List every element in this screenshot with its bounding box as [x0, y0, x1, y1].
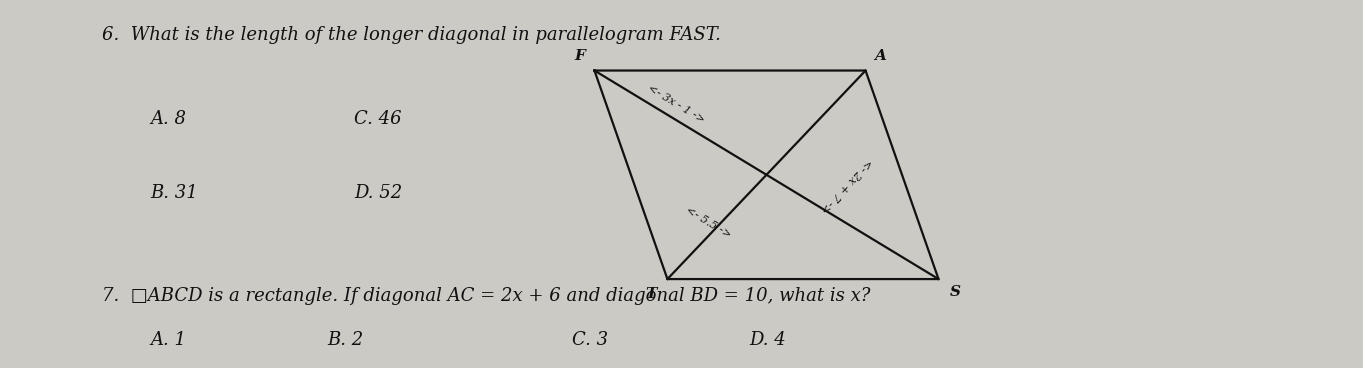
Text: <- 5.5 ->: <- 5.5 ->	[684, 205, 733, 240]
Text: D. 4: D. 4	[750, 331, 786, 349]
Text: F: F	[574, 49, 585, 63]
Text: A. 1: A. 1	[150, 331, 185, 349]
Text: 6.  What is the length of the longer diagonal in parallelogram FAST.: 6. What is the length of the longer diag…	[102, 26, 721, 44]
Text: A: A	[874, 49, 886, 63]
Text: B. 31: B. 31	[150, 184, 198, 202]
Text: T: T	[645, 287, 657, 301]
Text: B. 2: B. 2	[327, 331, 364, 349]
Text: 7.  □ABCD is a rectangle. If diagonal AC = 2x + 6 and diagonal BD = 10, what is : 7. □ABCD is a rectangle. If diagonal AC …	[102, 287, 871, 305]
Text: D. 52: D. 52	[354, 184, 402, 202]
Text: <- 2x + 7 ->: <- 2x + 7 ->	[818, 156, 874, 214]
Text: S: S	[950, 284, 961, 298]
Text: C. 3: C. 3	[572, 331, 609, 349]
Text: A. 8: A. 8	[150, 110, 185, 128]
Text: C. 46: C. 46	[354, 110, 402, 128]
Text: <- 3x - 1 ->: <- 3x - 1 ->	[646, 83, 706, 125]
